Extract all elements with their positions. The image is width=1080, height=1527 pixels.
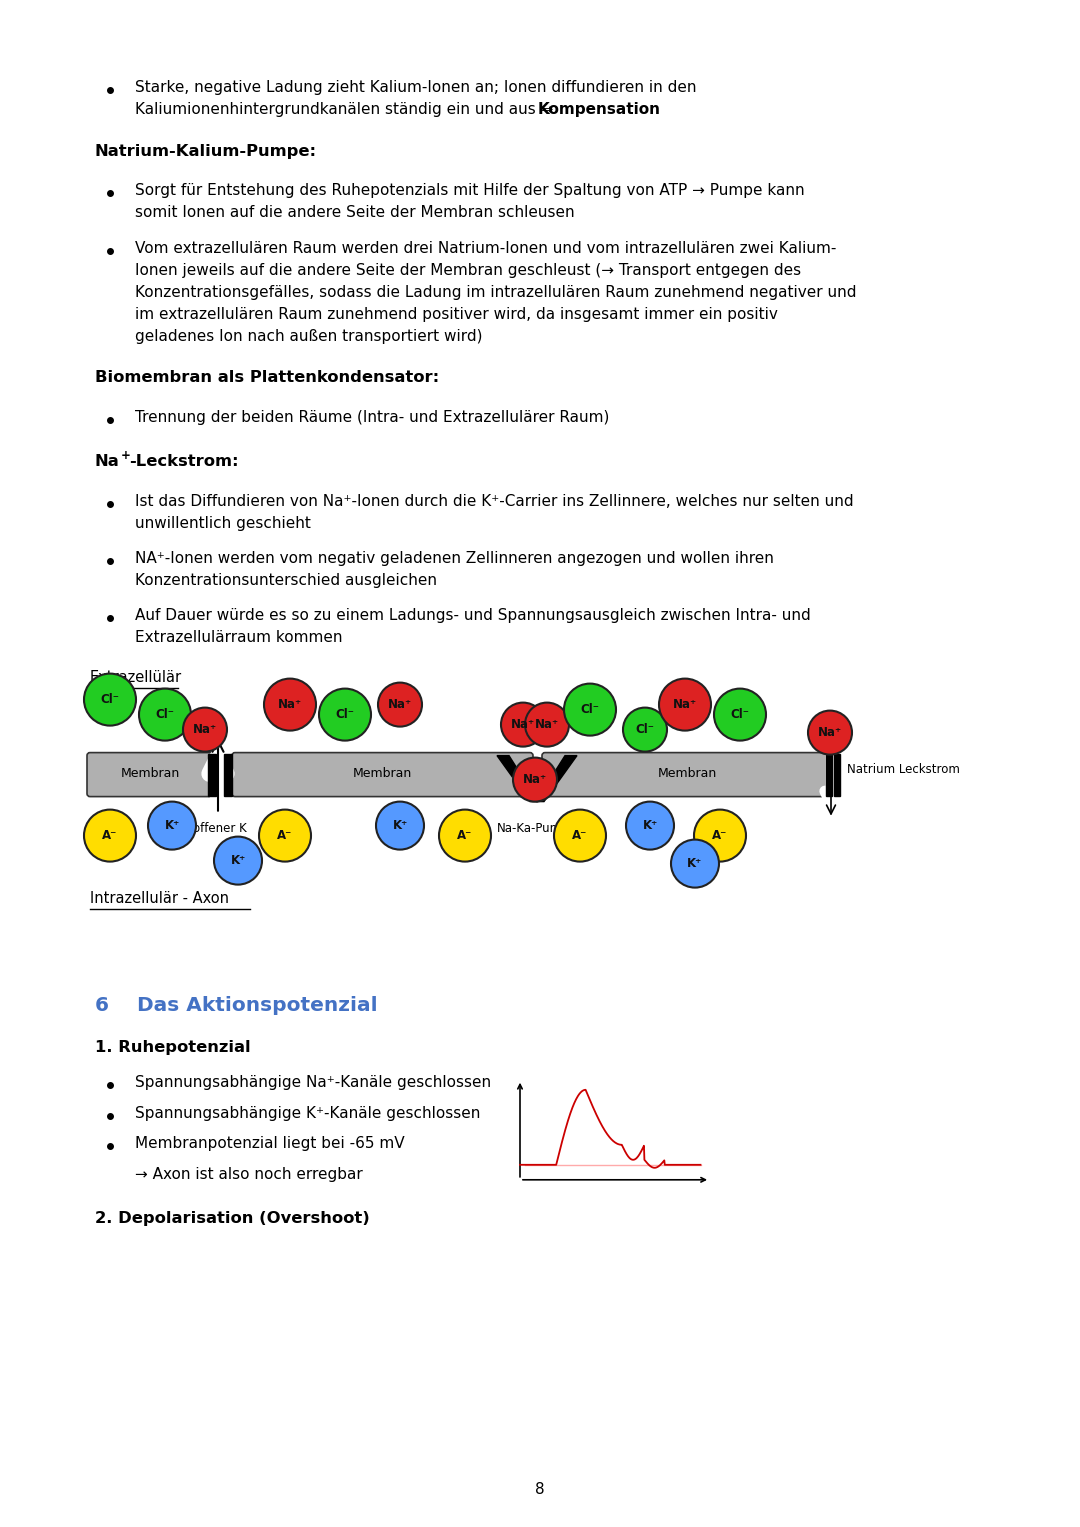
FancyBboxPatch shape [826,754,832,796]
Text: +: + [121,449,131,463]
FancyBboxPatch shape [232,753,534,797]
Text: Na⁺: Na⁺ [278,698,302,712]
Text: Ionen jeweils auf die andere Seite der Membran geschleust (→ Transport entgegen : Ionen jeweils auf die andere Seite der M… [135,263,801,278]
Text: im extrazellulären Raum zunehmend positiver wird, da insgesamt immer ein positiv: im extrazellulären Raum zunehmend positi… [135,307,778,322]
Text: Natrium Leckstrom: Natrium Leckstrom [847,764,960,776]
Text: NA⁺-Ionen werden vom negativ geladenen Zellinneren angezogen und wollen ihren: NA⁺-Ionen werden vom negativ geladenen Z… [135,551,774,567]
Text: geladenes Ion nach außen transportiert wird): geladenes Ion nach außen transportiert w… [135,328,483,344]
Text: K⁺: K⁺ [230,854,245,867]
Circle shape [513,757,557,802]
Text: A⁻: A⁻ [278,829,293,841]
Circle shape [378,683,422,727]
Text: 1. Ruhepotenzial: 1. Ruhepotenzial [95,1040,251,1055]
Text: Kanal: Kanal [267,822,303,835]
Text: Na⁺: Na⁺ [511,718,535,731]
Text: Cl⁻: Cl⁻ [730,709,750,721]
Circle shape [659,678,711,730]
Circle shape [376,802,424,849]
FancyBboxPatch shape [224,754,232,796]
Text: somit Ionen auf die andere Seite der Membran schleusen: somit Ionen auf die andere Seite der Mem… [135,206,575,220]
Circle shape [501,702,545,747]
Circle shape [694,809,746,861]
FancyBboxPatch shape [87,753,213,797]
Text: Sorgt für Entstehung des Ruhepotenzials mit Hilfe der Spaltung von ATP → Pumpe k: Sorgt für Entstehung des Ruhepotenzials … [135,183,805,199]
Circle shape [808,710,852,754]
Polygon shape [497,756,538,802]
Text: Vom extrazellulären Raum werden drei Natrium-Ionen und vom intrazellulären zwei : Vom extrazellulären Raum werden drei Nat… [135,241,836,255]
Text: A⁻: A⁻ [572,829,588,841]
Text: A⁻: A⁻ [713,829,728,841]
Text: Spannungsabhängige Na⁺-Kanäle geschlossen: Spannungsabhängige Na⁺-Kanäle geschlosse… [135,1075,491,1090]
Text: Auf Dauer würde es so zu einem Ladungs- und Spannungsausgleich zwischen Intra- u: Auf Dauer würde es so zu einem Ladungs- … [135,608,811,623]
Text: K⁺: K⁺ [687,857,703,870]
Circle shape [554,809,606,861]
Text: Konzentrationsgefälles, sodass die Ladung im intrazellulären Raum zunehmend nega: Konzentrationsgefälles, sodass die Ladun… [135,284,856,299]
Circle shape [525,702,569,747]
Text: Cl⁻: Cl⁻ [100,693,120,705]
Circle shape [319,689,372,741]
Text: Membran: Membran [120,767,179,780]
Text: Cl⁻: Cl⁻ [156,709,175,721]
Text: 8: 8 [536,1483,544,1498]
Text: Membran: Membran [658,767,717,780]
Text: -Leckstrom:: -Leckstrom: [129,454,239,469]
Text: Na-Ka-Pumpe: Na-Ka-Pumpe [497,822,577,835]
Text: 6: 6 [95,996,109,1014]
Text: A⁻: A⁻ [457,829,473,841]
Text: Na⁺: Na⁺ [388,698,413,712]
Text: Cl⁻: Cl⁻ [581,702,599,716]
Text: Cl⁻: Cl⁻ [336,709,354,721]
Circle shape [438,809,491,861]
Text: Extrazellülär: Extrazellülär [90,670,183,684]
Text: Starke, negative Ladung zieht Kalium-Ionen an; Ionen diffundieren in den: Starke, negative Ladung zieht Kalium-Ion… [135,79,697,95]
Text: 2. Depolarisation (Overshoot): 2. Depolarisation (Overshoot) [95,1211,369,1226]
Text: Kompensation: Kompensation [538,102,661,118]
Circle shape [626,802,674,849]
Circle shape [183,707,227,751]
FancyBboxPatch shape [834,754,840,796]
Circle shape [623,707,667,751]
Circle shape [264,678,316,730]
Polygon shape [536,756,577,802]
Text: K⁺: K⁺ [164,818,179,832]
Text: Das Aktionspotenzial: Das Aktionspotenzial [137,996,378,1014]
Text: offener K: offener K [193,822,247,835]
Text: K⁺: K⁺ [392,818,407,832]
Text: A⁻: A⁻ [103,829,118,841]
Circle shape [564,684,616,736]
Circle shape [84,809,136,861]
Text: Na⁺: Na⁺ [523,773,548,786]
Circle shape [84,673,136,725]
Text: Membranpotenzial liegt bei -65 mV: Membranpotenzial liegt bei -65 mV [135,1136,405,1151]
Text: Trennung der beiden Räume (Intra- und Extrazellulärer Raum): Trennung der beiden Räume (Intra- und Ex… [135,411,609,425]
Text: Spannungsabhängige K⁺-Kanäle geschlossen: Spannungsabhängige K⁺-Kanäle geschlossen [135,1106,481,1121]
Text: Kaliumionenhintergrundkanälen ständig ein und aus ⇒: Kaliumionenhintergrundkanälen ständig ei… [135,102,558,118]
Circle shape [214,837,262,884]
Text: Na: Na [95,454,120,469]
Text: Na⁺: Na⁺ [193,724,217,736]
Text: Natrium-Kalium-Pumpe:: Natrium-Kalium-Pumpe: [95,144,318,159]
Text: Ist das Diffundieren von Na⁺-Ionen durch die K⁺-Carrier ins Zellinnere, welches : Ist das Diffundieren von Na⁺-Ionen durch… [135,493,853,508]
Text: Biomembran als Plattenkondensator:: Biomembran als Plattenkondensator: [95,371,440,385]
Text: Membran: Membran [353,767,413,780]
Text: unwillentlich geschieht: unwillentlich geschieht [135,516,311,530]
Text: Na⁺: Na⁺ [673,698,697,712]
Text: Na⁺: Na⁺ [535,718,559,731]
Text: Cl⁻: Cl⁻ [635,724,654,736]
Text: Intrazellulär - Axon: Intrazellulär - Axon [90,890,229,906]
Text: Konzentrationsunterschied ausgleichen: Konzentrationsunterschied ausgleichen [135,573,437,588]
Text: Na⁺: Na⁺ [818,727,842,739]
Text: +: + [262,815,270,826]
Circle shape [259,809,311,861]
FancyBboxPatch shape [542,753,833,797]
Circle shape [148,802,195,849]
Text: → Axon ist also noch erregbar: → Axon ist also noch erregbar [135,1167,363,1182]
Circle shape [139,689,191,741]
Circle shape [714,689,766,741]
Text: K⁺: K⁺ [643,818,658,832]
FancyBboxPatch shape [208,754,216,796]
Text: Extrazellulärraum kommen: Extrazellulärraum kommen [135,631,342,644]
Circle shape [671,840,719,887]
